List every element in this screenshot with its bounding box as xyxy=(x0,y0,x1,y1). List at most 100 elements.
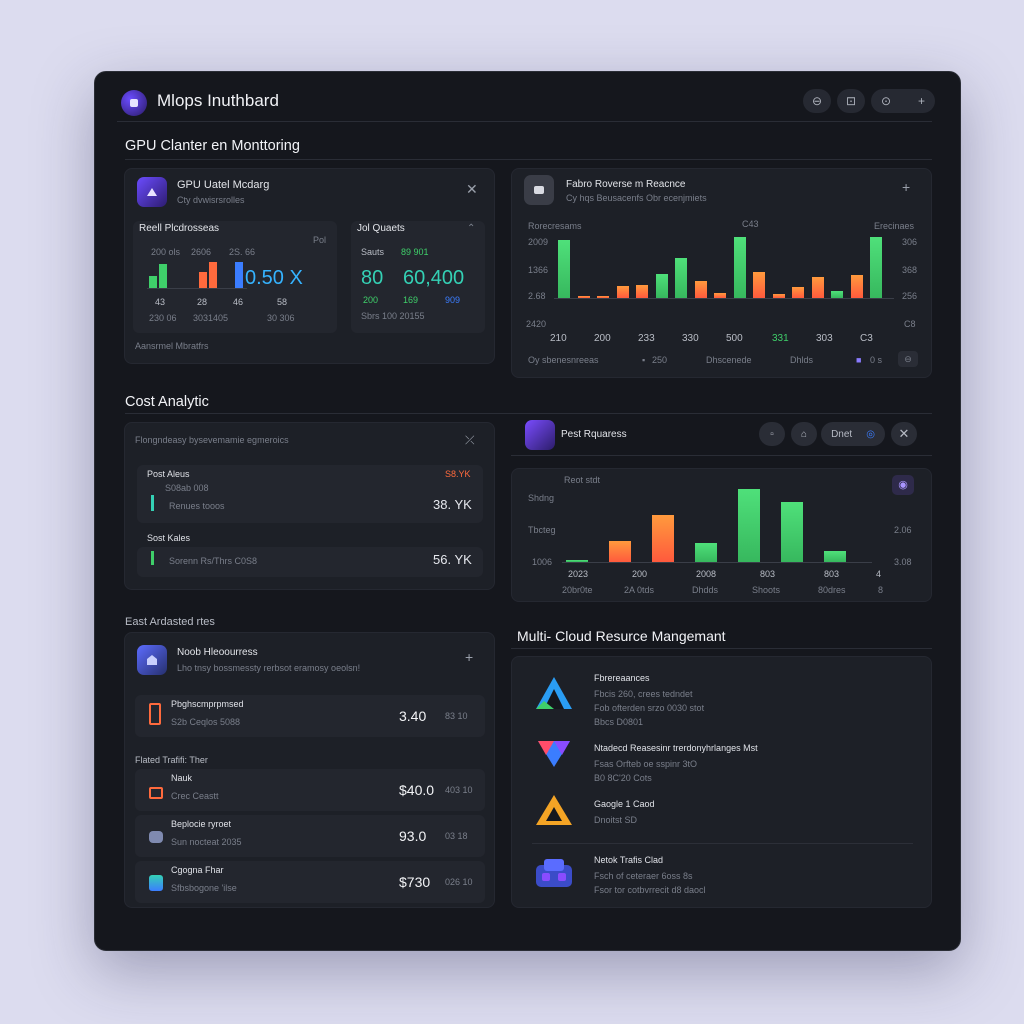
row-sub: Crec Ceastt xyxy=(171,791,219,801)
filter-label: Dnet xyxy=(831,428,853,440)
node-row[interactable]: Cgogna Fhar Sfbsbogone 'ilse $730 026 10 xyxy=(135,861,485,903)
row-value: 56. YK xyxy=(433,552,472,567)
azure-like-icon xyxy=(536,677,572,709)
y-tick-right: 368 xyxy=(902,265,918,275)
circle-icon[interactable]: ⊙ xyxy=(881,94,892,108)
window-controls[interactable]: ⊙ + xyxy=(871,89,935,113)
node-row[interactable]: Nauk Crec Ceastt $40.0 403 10 xyxy=(135,769,485,811)
legend-swatch: ▪ xyxy=(642,355,646,365)
top-label: C43 xyxy=(742,219,759,229)
footer-label: 30 306 xyxy=(267,313,295,323)
row-price: 93.0 xyxy=(399,828,427,844)
bar xyxy=(149,276,157,288)
chart-bar xyxy=(870,237,882,298)
gcp-icon xyxy=(536,795,572,825)
x-sub-label: 8 xyxy=(878,585,884,595)
chart-bar xyxy=(824,551,846,562)
small-value: 89 901 xyxy=(401,247,429,257)
close-icon[interactable]: ✕ xyxy=(466,181,478,197)
fabric-title: Fabro Roverse m Reacnce xyxy=(566,179,686,190)
chart-bar xyxy=(714,293,726,298)
row-desc: Renues tooos xyxy=(169,501,225,511)
cost-row[interactable]: Post Aleus S8.YK S08ab 008 Renues tooos … xyxy=(137,465,483,523)
legend-item: Oy sbenesnreeas xyxy=(528,355,599,365)
legend-toggle-button[interactable]: ⊖ xyxy=(898,351,918,367)
section-title-gpu: GPU Clanter en Monttoring xyxy=(125,138,300,154)
multicloud-panel: Fbrereaances Fbcis 260, crees tedndet Fo… xyxy=(511,656,932,908)
settings-icon[interactable]: ◉ xyxy=(892,475,914,495)
node-row[interactable]: Pbghscmprpmsed S2b Ceqlos 5088 3.40 83 1… xyxy=(135,695,485,737)
add-icon[interactable]: + xyxy=(465,649,474,665)
y-tick-left: 1366 xyxy=(528,265,549,275)
y-tick-right: C8 xyxy=(904,319,916,329)
node-panel-subtitle: Lho tnsy bossmessty rerbsot eramosy oeol… xyxy=(177,663,361,673)
chart-bar xyxy=(652,515,674,562)
gpu-footnote: Aansrmel Mbratfrs xyxy=(135,341,209,351)
row-indicator xyxy=(151,495,154,511)
row-price: 3.40 xyxy=(399,708,427,724)
cost-row[interactable]: Sorenn Rs/Thrs C0S8 56. YK xyxy=(137,547,483,577)
minimize-button[interactable]: ⊖ xyxy=(803,89,831,113)
footer-label: 3031405 xyxy=(193,313,229,323)
bar xyxy=(235,262,243,288)
row-indicator xyxy=(151,551,154,565)
row-desc: Sorenn Rs/Thrs C0S8 xyxy=(169,556,258,566)
sub-value: 200 xyxy=(363,295,379,305)
section-divider xyxy=(511,648,932,649)
add-icon[interactable]: + xyxy=(902,179,911,195)
chart-bar xyxy=(616,286,629,298)
x-label: 2008 xyxy=(696,569,717,579)
x-label: 2023 xyxy=(568,569,589,579)
bar xyxy=(209,262,217,288)
cloud-name: Fbrereaances xyxy=(594,673,650,683)
row-sub: S2b Ceqlos 5088 xyxy=(171,717,241,727)
plus-icon[interactable]: + xyxy=(917,94,925,108)
row-tag: 403 10 xyxy=(445,785,473,795)
x-label: 210 xyxy=(550,333,567,344)
row-price: $40.0 xyxy=(399,782,435,798)
person-icon[interactable]: ⌂ xyxy=(791,422,817,446)
bar xyxy=(199,272,207,288)
row-price: $730 xyxy=(399,874,431,890)
y-tick-left: Shdng xyxy=(528,493,555,503)
y-tick-right: 3.08 xyxy=(894,557,912,567)
window-button[interactable]: ⊡ xyxy=(837,89,865,113)
footer-label: 230 06 xyxy=(149,313,177,323)
node-row[interactable]: Beplocie ryroet Sun nocteat 2035 93.0 03… xyxy=(135,815,485,857)
y-tick-right: 256 xyxy=(902,291,918,301)
cost-panel-header: Flongndeasy bysevemamie egmeroics xyxy=(135,435,289,445)
cloud-name: Netok Trafis Clad xyxy=(594,855,664,865)
box-icon xyxy=(149,787,163,799)
expand-icon[interactable]: ⤫ xyxy=(465,433,475,447)
fabric-bar-chart xyxy=(554,235,894,299)
cloud-icon xyxy=(149,831,163,843)
requests-chart-panel: Reot stdt ◉ Shdng Tbcteg 1006 2.06 3.08 … xyxy=(511,468,932,602)
chart-bar xyxy=(850,275,863,298)
collapse-icon[interactable]: ⌃ xyxy=(467,223,476,234)
row-sub: S08ab 008 xyxy=(165,483,209,493)
small-label: Sauts xyxy=(361,247,385,257)
row-title: Nauk xyxy=(171,773,193,783)
footer-label: Sbrs 100 20155 xyxy=(361,311,425,321)
chart-bar xyxy=(831,291,843,298)
filter-pill[interactable]: Dnet ◎ xyxy=(821,422,885,446)
node-resources-panel: Noob Hleoourress Lho tnsy bossmessty rer… xyxy=(124,632,495,908)
group-label: Flated Trafifi: Ther xyxy=(135,755,208,765)
y-axis-title: Reot stdt xyxy=(564,475,601,485)
close-icon[interactable]: ✕ xyxy=(891,422,917,446)
chart-bar xyxy=(675,258,687,298)
chart-bar xyxy=(597,296,609,298)
requests-bar-chart xyxy=(562,487,872,563)
multicloud-icon xyxy=(538,741,570,767)
refresh-icon[interactable]: ◎ xyxy=(866,428,875,440)
window-icon[interactable]: ▫ xyxy=(759,422,785,446)
requests-icon xyxy=(525,420,555,450)
tick-label: 2606 xyxy=(191,247,212,257)
y-axis-title-left: Rorecresams xyxy=(528,221,582,231)
row-tag: 03 18 xyxy=(445,831,468,841)
card-note: Pol xyxy=(313,235,327,245)
chart-bar xyxy=(558,240,570,298)
fabric-resource-panel: Fabro Roverse m Reacnce Cy hqs Beusacenf… xyxy=(511,168,932,378)
chart-bar xyxy=(695,543,717,562)
x-label: 46 xyxy=(233,297,244,307)
